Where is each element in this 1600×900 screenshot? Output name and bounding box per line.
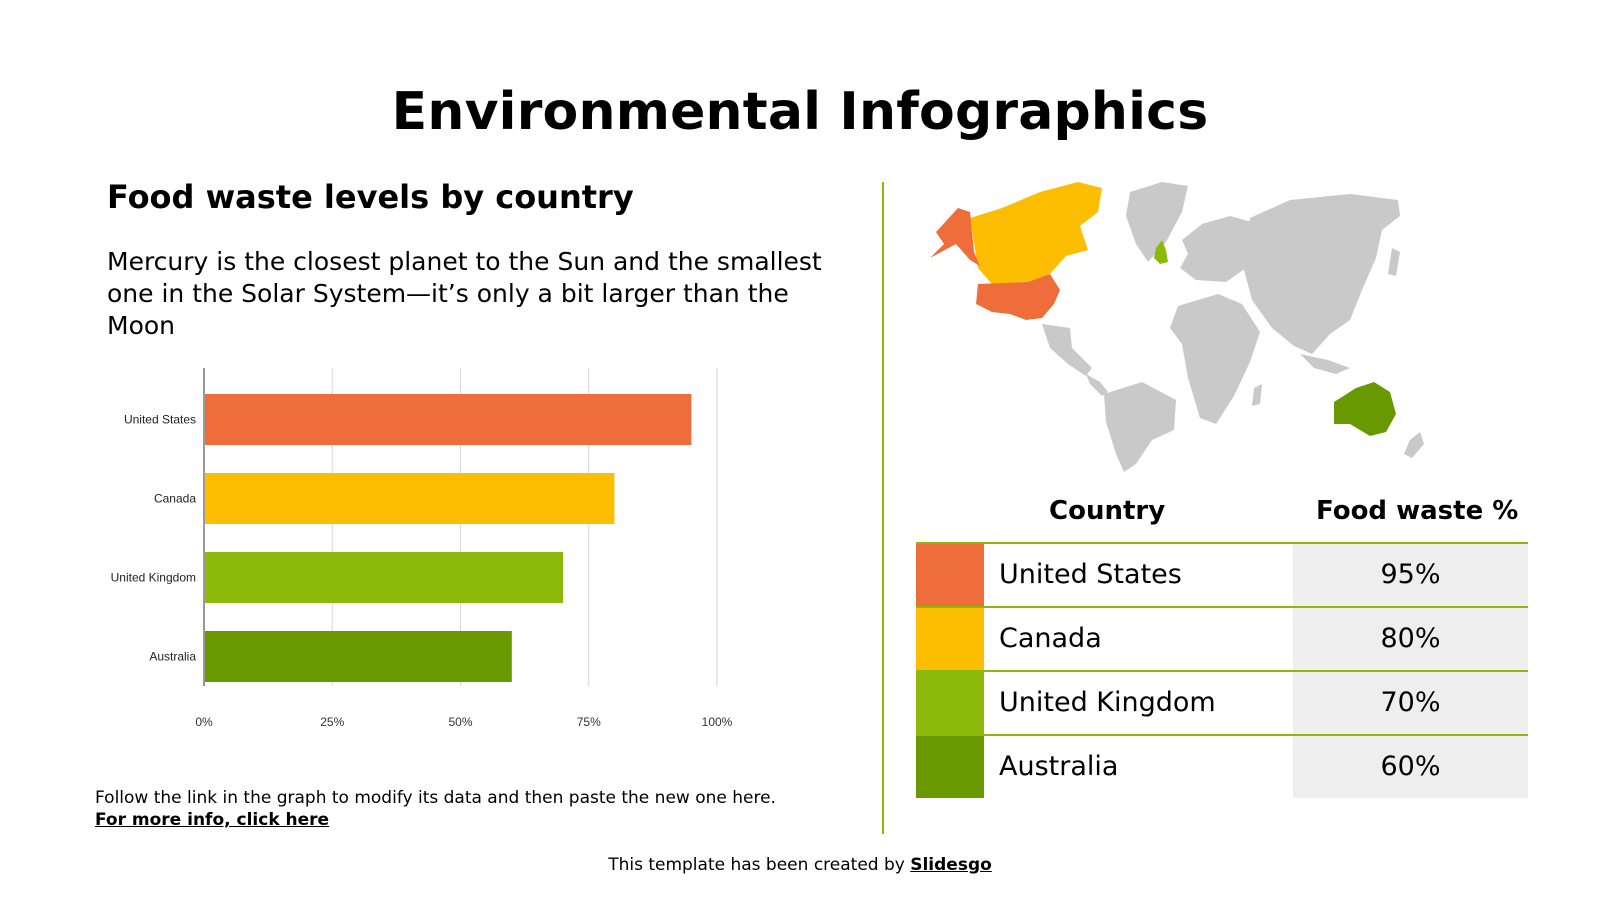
table-row: Australia 60% (916, 736, 1528, 798)
value-cell: 80% (1293, 608, 1528, 670)
greenland-shape (1126, 182, 1188, 262)
bar[interactable] (205, 473, 615, 524)
chart-subtitle: Food waste levels by country (107, 178, 634, 216)
table-row: United Kingdom 70% (916, 672, 1528, 736)
credit-line: This template has been created by Slides… (0, 855, 1600, 875)
south-america-shape (1104, 382, 1176, 472)
value-cell: 60% (1293, 736, 1528, 798)
x-tick-label: 50% (448, 715, 472, 729)
new-zealand-shape (1404, 432, 1424, 458)
australia-shape (1334, 382, 1396, 436)
category-label: Canada (154, 492, 196, 506)
category-label: United Kingdom (111, 571, 196, 585)
mexico-shape (1042, 324, 1092, 376)
alaska-shape (930, 208, 980, 266)
united-states-shape (976, 274, 1060, 320)
table-row: United States 95% (916, 544, 1528, 608)
country-cell: United Kingdom (999, 687, 1216, 718)
description-text: Mercury is the closest planet to the Sun… (107, 247, 822, 340)
slide-title: Environmental Infographics (391, 82, 1209, 142)
value-cell: 70% (1293, 672, 1528, 734)
bar-chart[interactable]: 0% 25% 50% 75% 100% United States Canada United… (90, 368, 770, 758)
food-waste-table: Country Food waste % United States 95% C… (916, 490, 1528, 798)
central-america-shape (1086, 374, 1108, 396)
credit-text: This template has been created by (608, 855, 905, 875)
country-cell: Canada (999, 623, 1102, 654)
header-food-waste: Food waste % (1316, 496, 1519, 526)
vertical-divider (882, 182, 884, 834)
color-swatch (916, 736, 984, 798)
canada-shape (970, 182, 1102, 284)
x-tick-label: 100% (702, 715, 733, 729)
madagascar-shape (1252, 384, 1262, 406)
x-tick-label: 75% (577, 715, 601, 729)
color-swatch (916, 544, 984, 606)
table-row: Canada 80% (916, 608, 1528, 672)
world-map (930, 182, 1424, 472)
category-label: United States (124, 413, 196, 427)
country-cell: United States (999, 559, 1182, 590)
table-body: United States 95% Canada 80% United King… (916, 542, 1528, 798)
table-header: Country Food waste % (916, 490, 1528, 542)
africa-shape (1170, 294, 1260, 424)
category-label: Australia (149, 650, 196, 664)
united-kingdom-shape (1154, 240, 1168, 264)
bar[interactable] (205, 631, 512, 682)
bar[interactable] (205, 394, 692, 445)
value-cell: 95% (1293, 544, 1528, 606)
indonesia-shape (1300, 354, 1350, 374)
more-info-link[interactable]: For more info, click here (95, 810, 330, 830)
europe-shape (1180, 216, 1260, 282)
chart-note: Follow the link in the graph to modify i… (95, 787, 795, 831)
asia-shape (1244, 194, 1400, 354)
header-country: Country (1049, 496, 1166, 526)
x-tick-label: 0% (195, 715, 213, 729)
color-swatch (916, 672, 984, 734)
note-text: Follow the link in the graph to modify i… (95, 788, 776, 808)
country-cell: Australia (999, 751, 1119, 782)
slidesgo-link[interactable]: Slidesgo (910, 855, 992, 875)
x-tick-label: 25% (320, 715, 344, 729)
japan-shape (1388, 248, 1400, 276)
bar[interactable] (205, 552, 564, 603)
color-swatch (916, 608, 984, 670)
